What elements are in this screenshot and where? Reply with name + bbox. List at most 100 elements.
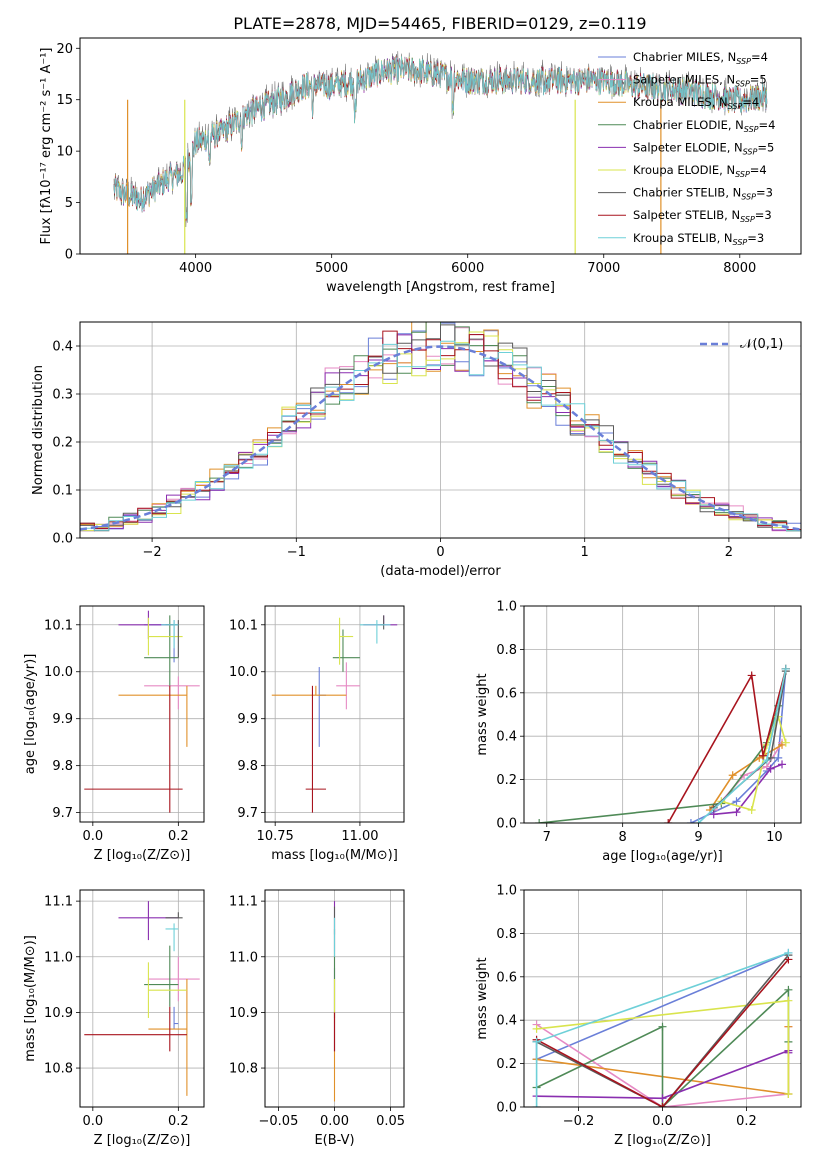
y-axis-label: age [log₁₀(age/yr)] <box>23 654 38 775</box>
y-tick-label: 5 <box>65 196 73 211</box>
x-axis-label: age [log₁₀(age/yr)] <box>602 849 723 864</box>
axes-frame <box>79 889 205 1108</box>
spectrum-line-8 <box>113 56 768 223</box>
y-tick-label: 20 <box>56 42 73 57</box>
weight-marker-8 <box>532 1103 541 1107</box>
weight-marker-4 <box>658 1094 667 1103</box>
x-tick-label: 0.0 <box>82 1114 103 1129</box>
y-tick-label: 0.4 <box>496 730 517 745</box>
y-tick-label: 0.4 <box>496 1014 517 1029</box>
x-tick-label: −2 <box>143 545 162 560</box>
weight-marker-8 <box>781 664 790 673</box>
plot-area <box>84 901 200 1096</box>
axes-frame <box>79 37 802 255</box>
weight-marker-7 <box>664 819 673 823</box>
x-tick-label: 7 <box>543 830 551 845</box>
weight-line-7 <box>536 958 790 1107</box>
y-tick-label: 11.0 <box>229 950 258 965</box>
weight-marker-4 <box>732 808 741 817</box>
legend-entry-6: Chabrier STELIB, NSSP=3 <box>633 186 773 202</box>
normal-curve <box>80 345 801 531</box>
y-axis-label: mass weight <box>475 673 490 755</box>
plot-area <box>271 615 398 813</box>
histogram-8 <box>80 340 801 532</box>
x-tick-label: 0.2 <box>736 1114 757 1129</box>
y-tick-label: 9.7 <box>237 806 258 821</box>
y-tick-label: 9.7 <box>52 806 73 821</box>
legend-entry-4: Salpeter ELODIE, NSSP=5 <box>633 140 774 156</box>
y-tick-label: 15 <box>56 93 73 108</box>
y-tick-label: 0.6 <box>496 686 517 701</box>
legend-entry-1: Salpeter MILES, NSSP=5 <box>633 73 767 89</box>
y-tick-label: 10.8 <box>229 1062 258 1077</box>
weight-marker-3 <box>658 1022 667 1031</box>
figure-title: PLATE=2878, MJD=54465, FIBERID=0129, z=0… <box>233 14 646 33</box>
weight-line-7 <box>667 668 787 823</box>
weight-marker-4 <box>766 764 775 773</box>
x-tick-label: 1 <box>581 545 589 560</box>
x-tick-label: 7000 <box>587 261 620 276</box>
y-tick-label: 10.1 <box>44 618 73 633</box>
y-tick-label: 1.0 <box>496 600 517 615</box>
panel-weight-vs-age: 7 8 9 10 0.0 0.2 0.4 0.6 0.8 1.0 age [log₁₀(age/yr… <box>475 600 802 864</box>
weight-marker-0 <box>732 797 741 806</box>
legend-entry-8: Kroupa STELIB, NSSP=3 <box>633 231 764 247</box>
legend-entry-5: Kroupa ELODIE, NSSP=4 <box>633 163 767 179</box>
x-tick-label: −1 <box>287 545 306 560</box>
weight-marker-5 <box>781 738 790 747</box>
x-axis-label: Z [log₁₀(Z/Z⊙)] <box>614 1133 711 1148</box>
x-tick-label: 9 <box>694 830 702 845</box>
x-tick-label: −0.05 <box>259 1114 299 1129</box>
y-tick-label: 9.8 <box>52 759 73 774</box>
weight-marker-8 <box>762 756 771 765</box>
y-tick-label: 10.9 <box>229 1006 258 1021</box>
x-axis-label: mass [log₁₀(M/M⊙)] <box>271 848 398 863</box>
x-axis-label: Z [log₁₀(Z/Z⊙)] <box>94 1133 191 1148</box>
y-tick-label: 0 <box>65 248 73 263</box>
y-axis-label: mass [log₁₀(M/M⊙)] <box>23 935 38 1062</box>
x-axis-label: E(B-V) <box>314 1133 354 1148</box>
y-tick-label: 10.8 <box>44 1062 73 1077</box>
y-axis-label: Normed distribution <box>31 365 46 495</box>
y-axis-label: Flux [fλ10⁻¹⁷ erg cm⁻² s⁻¹ A⁻¹] <box>39 48 54 245</box>
y-tick-label: 0.0 <box>52 532 73 547</box>
weight-marker-5 <box>784 996 793 1005</box>
plot-area <box>113 51 768 254</box>
y-tick-label: 11.1 <box>229 895 258 910</box>
panel-mass-vs-EBV: −0.05 0.00 0.05 10.8 10.9 11.0 11.1 E(B-V) <box>229 889 405 1148</box>
weight-marker-8 <box>784 948 793 957</box>
y-tick-label: 10 <box>56 145 73 160</box>
histogram-6 <box>80 324 801 532</box>
weight-marker-5 <box>532 1024 541 1033</box>
legend-normal-label: 𝒩(0,1) <box>740 337 783 352</box>
y-tick-label: 9.9 <box>52 712 73 727</box>
y-tick-label: 11.0 <box>44 950 73 965</box>
x-tick-label: 0.2 <box>168 1114 189 1129</box>
panel-residuals: −2 −1 0 1 2 0.0 0.1 0.2 0.3 0.4 (data-model)/error… <box>31 321 802 579</box>
weight-marker-7 <box>759 751 768 760</box>
y-tick-label: 10.0 <box>44 665 73 680</box>
x-tick-label: 2 <box>725 545 733 560</box>
weight-marker-4 <box>778 760 787 769</box>
plot-area <box>80 322 801 532</box>
y-tick-label: 9.9 <box>237 712 258 727</box>
legend-entry-7: Salpeter STELIB, NSSP=3 <box>633 208 772 224</box>
y-tick-label: 0.6 <box>496 970 517 985</box>
legend-entry-3: Chabrier ELODIE, NSSP=4 <box>633 118 775 134</box>
weight-marker-8 <box>532 1037 541 1046</box>
panel-spectrum: 4000 5000 6000 7000 8000 0 5 10 15 20 wavelength [… <box>39 37 802 295</box>
weight-line-4 <box>713 763 783 816</box>
x-tick-label: 0.0 <box>82 829 103 844</box>
x-tick-label: 10 <box>766 830 783 845</box>
axes-frame <box>264 605 405 823</box>
x-tick-label: 0.0 <box>652 1114 673 1129</box>
y-tick-label: 11.1 <box>44 895 73 910</box>
legend-entry-2: Kroupa MILES, NSSP=4 <box>633 95 759 111</box>
weight-marker-0 <box>686 819 695 823</box>
y-tick-label: 0.1 <box>52 484 73 499</box>
x-tick-label: 0 <box>436 545 444 560</box>
weight-marker-6 <box>709 803 718 812</box>
weight-marker-0 <box>774 753 783 762</box>
axes-frame <box>79 605 205 823</box>
